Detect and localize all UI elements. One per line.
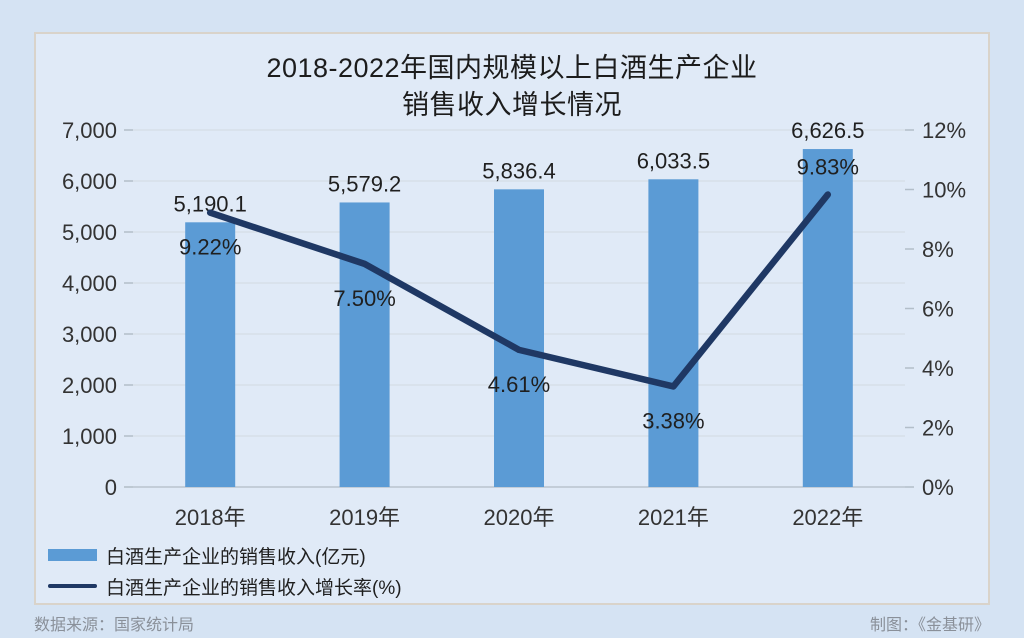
bar [648, 179, 699, 487]
bar-value-label: 6,626.5 [791, 118, 864, 143]
footer: 数据来源：国家统计局 制图：《金基研》 [34, 611, 990, 635]
right-axis-label: 6% [922, 297, 954, 322]
bar-series-swatch-icon [48, 549, 97, 561]
x-axis-label: 2021年 [638, 505, 709, 530]
line-value-label: 4.61% [488, 372, 550, 397]
growth-rate-line [206, 191, 832, 390]
right-axis-label: 2% [922, 416, 954, 441]
line-value-label: 9.22% [179, 235, 241, 260]
data-source-label: 数据来源：国家统计局 [34, 617, 195, 634]
chart-title: 2018-2022年国内规模以上白酒生产企业 销售收入增长情况 [36, 50, 988, 124]
right-axis-label: 4% [922, 356, 954, 381]
line-value-label: 7.50% [333, 286, 395, 311]
chart-title-line-1: 2018-2022年国内规模以上白酒生产企业 [266, 53, 758, 83]
legend-item-growth-rate: 白酒生产企业的销售收入增长率(%) [48, 572, 402, 600]
left-axis-label: 0 [105, 475, 117, 500]
right-axis-label: 12% [922, 118, 966, 143]
bar-value-label: 5,579.2 [328, 171, 401, 196]
x-axis-label: 2022年 [792, 505, 863, 530]
left-axis-label: 7,000 [62, 118, 117, 143]
line-value-label: 3.38% [642, 408, 704, 433]
legend-label-revenue: 白酒生产企业的销售收入(亿元) [106, 546, 366, 568]
credit-label: 制图：《金基研》 [869, 617, 990, 634]
legend: 白酒生产企业的销售收入(亿元) 白酒生产企业的销售收入增长率(%) [48, 541, 402, 600]
plot-area: 0 1,000 2,000 3,000 4,000 5,000 6,000 7,000 0% 2%… [62, 118, 966, 530]
right-axis-label: 0% [922, 475, 954, 500]
chart-card: 2018-2022年国内规模以上白酒生产企业 销售收入增长情况 0 1,000 2,… [34, 32, 990, 605]
bar [185, 222, 236, 487]
right-axis-label: 8% [922, 237, 954, 262]
right-axis-label: 10% [922, 178, 966, 203]
left-axis-label: 1,000 [62, 424, 117, 449]
bar-value-label: 6,033.5 [637, 148, 710, 173]
left-axis-label: 3,000 [62, 322, 117, 347]
x-axis-label: 2018年 [175, 505, 246, 530]
bar [802, 149, 853, 487]
line-series-swatch-icon [48, 584, 97, 588]
bar [339, 202, 390, 487]
left-axis-label: 4,000 [62, 271, 117, 296]
left-axis-label: 6,000 [62, 169, 117, 194]
left-axis-label: 5,000 [62, 220, 117, 245]
legend-item-revenue: 白酒生产企业的销售收入(亿元) [48, 541, 402, 569]
x-axis-label: 2020年 [484, 505, 555, 530]
x-axis-label: 2019年 [329, 505, 400, 530]
legend-label-growth-rate: 白酒生产企业的销售收入增长率(%) [106, 577, 402, 599]
bar-value-label: 5,836.4 [482, 158, 555, 183]
chart-title-line-2: 销售收入增长情况 [402, 90, 622, 120]
left-axis-label: 2,000 [62, 373, 117, 398]
line-value-label: 9.83% [797, 155, 859, 180]
